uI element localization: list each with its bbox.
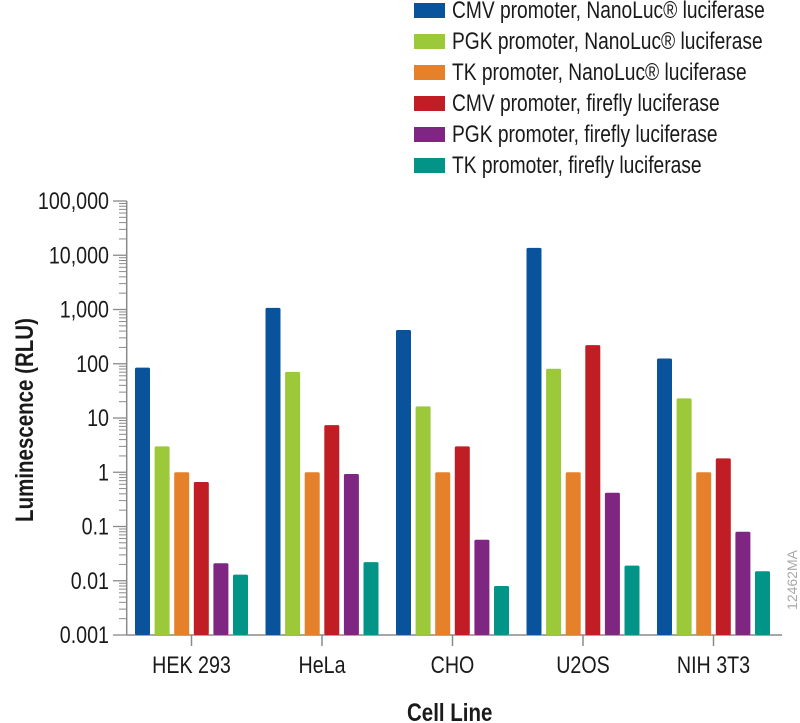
- y-tick-label: 10: [87, 404, 109, 431]
- bar-nih-3t3-series-3: [696, 472, 712, 635]
- bar-u2os-series-2: [546, 368, 562, 635]
- bar-u2os-series-3: [565, 472, 581, 635]
- legend-swatch: [414, 34, 445, 49]
- bar-nih-3t3-series-1: [657, 358, 672, 635]
- x-tick-label: HEK 293: [152, 651, 231, 678]
- bar-cho-series-2: [415, 406, 431, 635]
- bar-hela-series-2: [285, 371, 301, 635]
- bar-nih-3t3-series-5: [735, 531, 751, 635]
- legend-item: CMV promoter, firefly luciferase: [414, 89, 720, 117]
- bar-nih-3t3-series-2: [676, 398, 692, 635]
- y-tick-label: 0.01: [71, 567, 109, 594]
- legend-item: PGK promoter, NanoLuc® luciferase: [414, 27, 763, 55]
- y-tick-label: 100: [76, 350, 109, 377]
- x-axis-label: Cell Line: [407, 698, 492, 723]
- legend-item: TK promoter, NanoLuc® luciferase: [414, 58, 747, 86]
- bar-u2os-series-1: [526, 247, 542, 635]
- bar-cho-series-4: [454, 446, 470, 635]
- bar-hek-293-series-2: [154, 446, 170, 635]
- legend-label: CMV promoter, firefly luciferase: [452, 89, 720, 117]
- bar-hek-293-series-4: [193, 482, 209, 635]
- legend-label: PGK promoter, firefly luciferase: [452, 120, 718, 148]
- bar-hek-293-series-6: [233, 574, 248, 635]
- legend-swatch: [414, 127, 445, 142]
- bar-nih-3t3-series-4: [715, 458, 731, 635]
- x-tick-label: HeLa: [298, 651, 346, 678]
- legend-item: PGK promoter, firefly luciferase: [414, 120, 718, 148]
- bar-hek-293-series-5: [213, 563, 229, 635]
- bar-hela-series-5: [343, 473, 359, 635]
- bar-hela-series-4: [324, 425, 340, 635]
- bar-hek-293-series-3: [174, 472, 190, 635]
- bar-hela-series-6: [363, 562, 379, 635]
- legend-label: CMV promoter, NanoLuc® luciferase: [452, 0, 765, 24]
- y-axis-label: Luminescence (RLU): [10, 318, 38, 522]
- legend-swatch: [414, 3, 445, 18]
- legend-item: TK promoter, firefly luciferase: [414, 151, 702, 179]
- legend-swatch: [414, 158, 445, 173]
- legend-label: TK promoter, NanoLuc® luciferase: [452, 58, 747, 86]
- bar-u2os-series-6: [624, 565, 640, 635]
- bar-hek-293-series-1: [135, 367, 150, 635]
- bar-u2os-series-4: [585, 345, 601, 635]
- watermark: 12462MA: [784, 549, 800, 610]
- legend-label: PGK promoter, NanoLuc® luciferase: [452, 27, 763, 55]
- y-tick-label: 1,000: [60, 296, 109, 323]
- bars: [135, 247, 770, 635]
- x-tick-label: U2OS: [556, 651, 610, 678]
- y-tick-label: 1: [98, 458, 109, 485]
- legend-swatch: [414, 96, 445, 111]
- y-tick-label: 100,000: [38, 187, 109, 214]
- y-tick-label: 10,000: [49, 241, 109, 268]
- bar-hela-series-1: [265, 307, 281, 635]
- legend-swatch: [414, 65, 445, 80]
- bar-cho-series-1: [396, 329, 411, 635]
- y-tick-label: 0.001: [60, 621, 109, 648]
- bar-cho-series-3: [435, 472, 451, 635]
- x-tick-label: CHO: [431, 651, 475, 678]
- bar-cho-series-5: [474, 539, 490, 635]
- x-tick-label: NIH 3T3: [677, 651, 750, 678]
- y-tick-label: 0.1: [82, 513, 109, 540]
- bar-cho-series-6: [494, 586, 509, 635]
- bar-u2os-series-5: [604, 492, 620, 635]
- bar-nih-3t3-series-6: [755, 571, 770, 635]
- legend-item: CMV promoter, NanoLuc® luciferase: [414, 0, 765, 24]
- bar-hela-series-3: [304, 472, 320, 635]
- axes: 0.001 0.01 0.1 1 10 100 1,000 10,000 100,000 HEK …: [38, 187, 782, 678]
- legend-label: TK promoter, firefly luciferase: [452, 151, 702, 179]
- legend: CMV promoter, NanoLuc® luciferase PGK pro…: [414, 0, 765, 179]
